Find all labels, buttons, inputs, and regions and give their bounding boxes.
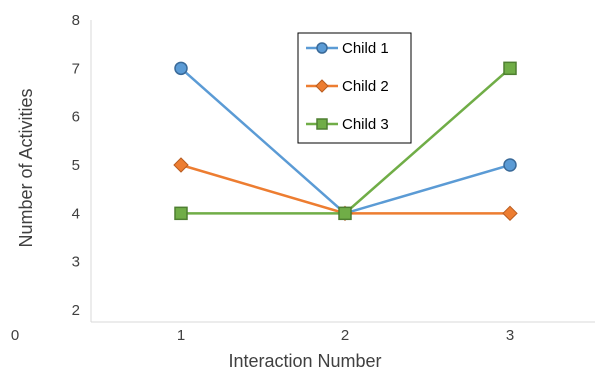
y-tick-label: 5 <box>72 157 80 174</box>
legend-label: Child 2 <box>342 78 389 95</box>
y-tick-label: 7 <box>72 60 80 77</box>
stray-zero-label: 0 <box>11 327 19 344</box>
y-tick-label: 4 <box>72 205 80 222</box>
legend-label: Child 1 <box>342 40 389 57</box>
legend-marker <box>315 79 329 93</box>
y-tick-label: 2 <box>72 302 80 319</box>
y-tick-labels: 2 3 4 5 6 7 8 <box>72 12 80 319</box>
legend-entry: Child 1 <box>306 40 389 57</box>
series-3 <box>174 61 517 221</box>
legend-entry: Child 3 <box>306 116 389 133</box>
x-axis-title: Interaction Number <box>228 351 381 371</box>
legend-label: Child 3 <box>342 116 389 133</box>
legend-entry: Child 2 <box>306 78 389 95</box>
data-point <box>502 205 518 222</box>
y-axis-title: Number of Activities <box>16 88 36 247</box>
y-tick-label: 8 <box>72 12 80 29</box>
data-point <box>338 206 352 221</box>
axes <box>90 20 595 323</box>
data-point <box>503 61 517 76</box>
x-tick-label: 3 <box>506 327 514 344</box>
legend-marker <box>316 118 328 130</box>
series-line <box>180 163 510 215</box>
legend: Child 1 Child 2 Child 3 <box>297 32 412 144</box>
series-layer <box>173 61 518 222</box>
data-point <box>174 61 188 76</box>
x-tick-label: 1 <box>177 327 185 344</box>
data-point <box>174 206 188 221</box>
x-tick-label: 2 <box>341 327 349 344</box>
y-tick-label: 3 <box>72 254 80 271</box>
x-tick-labels: 1 2 3 <box>177 327 514 344</box>
legend-marker <box>316 42 328 54</box>
y-tick-label: 6 <box>72 109 80 126</box>
data-point <box>503 158 517 172</box>
data-point <box>173 157 189 173</box>
